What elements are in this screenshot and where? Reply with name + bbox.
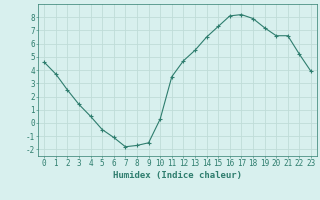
X-axis label: Humidex (Indice chaleur): Humidex (Indice chaleur)	[113, 171, 242, 180]
